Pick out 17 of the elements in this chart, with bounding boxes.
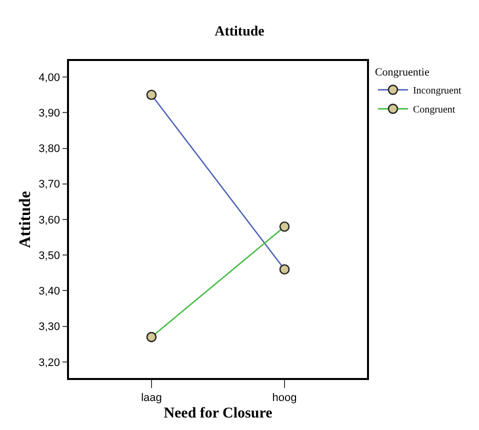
legend-label: Congruent bbox=[412, 104, 456, 116]
chart-title: Attitude bbox=[214, 24, 264, 40]
y-tick-label: 3,20 bbox=[38, 356, 60, 369]
y-tick-label: 3,30 bbox=[38, 321, 60, 334]
y-tick-label: 3,60 bbox=[38, 214, 60, 226]
y-tick-label: 3,90 bbox=[38, 108, 60, 120]
y-axis-title: Attitude bbox=[17, 191, 34, 248]
legend-label: Incongruent bbox=[412, 86, 462, 97]
legend-title: Congruentie bbox=[374, 66, 430, 78]
y-tick-label: 3,80 bbox=[38, 143, 60, 156]
x-tick-label: laag bbox=[141, 392, 162, 404]
y-tick-label: 4,00 bbox=[38, 72, 60, 84]
x-tick-label: hoog bbox=[272, 392, 297, 404]
x-axis-title: Need for Closure bbox=[164, 405, 273, 422]
y-tick-label: 3,50 bbox=[38, 250, 60, 262]
y-tick-label: 3,70 bbox=[38, 178, 60, 191]
y-tick-label: 3,40 bbox=[38, 286, 60, 298]
